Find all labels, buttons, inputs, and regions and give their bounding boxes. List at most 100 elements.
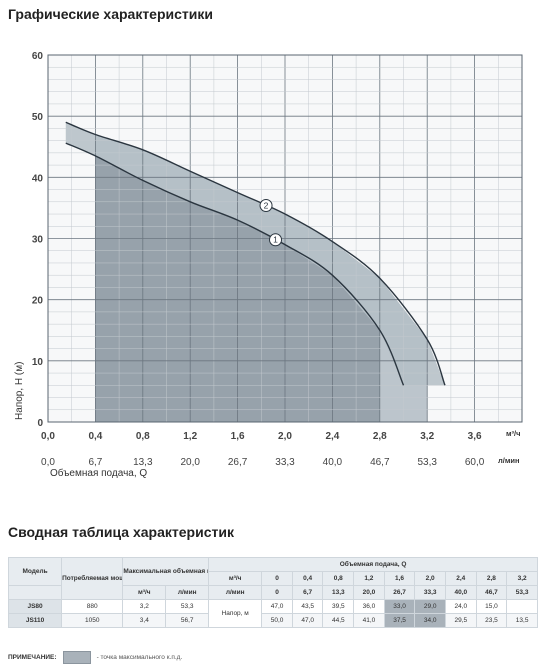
series-line-1 [65, 142, 405, 386]
flow-lmin-header: 53,3 [506, 585, 538, 600]
y-tick-label: 20 [32, 296, 44, 307]
flow-lmin-header: 13,3 [322, 585, 355, 600]
unit-lmin-label: л/мин [208, 585, 263, 600]
flow-lmin-header: 40,0 [444, 585, 477, 600]
flow-m3h-header: 0 [261, 571, 293, 586]
series-marker-label-1: 1 [273, 235, 278, 245]
y-tick-label: 40 [32, 173, 44, 184]
head-cell: 13,5 [506, 613, 538, 628]
flow-m3h-header: 2,0 [414, 571, 446, 586]
series-marker-label-2: 2 [264, 200, 269, 210]
head-cell: 36,0 [353, 599, 385, 614]
x-tick-label: 0,4 [88, 431, 102, 442]
flow-lmin-header: 0 [261, 585, 293, 600]
flow-lmin-header: 46,7 [475, 585, 508, 600]
col-qmax: Максимальная объемная подача, Qmax [122, 557, 210, 586]
col-flow: Объемная подача, Q [208, 557, 538, 572]
x-tick-label: 3,6 [468, 431, 482, 442]
flow-lmin-header: 26,7 [383, 585, 416, 600]
model-spacer [7, 585, 63, 600]
y-tick-labels: 0 10 20 30 40 50 60 [32, 51, 44, 429]
flow-m3h-header: 1,2 [353, 571, 385, 586]
series-marker-2 [259, 198, 273, 212]
x-secondary-tick-label: 33,3 [275, 457, 295, 468]
head-cell: 44,5 [322, 613, 355, 628]
y-tick-label: 0 [37, 418, 43, 429]
flow-m3h-header: 0,4 [291, 571, 324, 586]
x-secondary-tick-label: 0,0 [41, 457, 55, 468]
head-cell: 50,0 [261, 613, 293, 628]
x-secondary-tick-label: 6,7 [88, 457, 102, 468]
x-secondary-tick-label: 26,7 [228, 457, 248, 468]
head-cell: 41,0 [353, 613, 385, 628]
x-axis-label: Объемная подача, Q [50, 467, 147, 479]
model-cell: JS110 [7, 613, 63, 628]
qmax-m3h-cell: 3,4 [122, 613, 167, 628]
curves: 12 [65, 121, 446, 386]
flow-m3h-header: 1,6 [383, 571, 416, 586]
y-tick-label: 50 [32, 112, 44, 123]
x-secondary-tick-label: 13,3 [133, 457, 153, 468]
x-unit-secondary: л/мин [498, 456, 520, 465]
flow-lmin-header: 6,7 [291, 585, 324, 600]
head-label-cell: Напор, м [208, 599, 263, 628]
x-secondary-tick-label: 40,0 [323, 457, 343, 468]
power-cell: 880 [61, 599, 124, 614]
y-tick-label: 10 [32, 357, 44, 368]
x-secondary-tick-labels: 0,0 6,7 13,3 20,0 26,7 33,3 40,0 46,7 53,3 60,0 [41, 457, 485, 468]
x-unit-primary: м³/ч [506, 429, 520, 438]
flow-m3h-header: 0,8 [322, 571, 355, 586]
flow-lmin-header: 20,0 [353, 585, 385, 600]
qmax-lmin-cell: 56,7 [165, 613, 210, 628]
x-tick-label: 2,0 [278, 431, 292, 442]
y-tick-label: 30 [32, 235, 44, 246]
y-axis-label: Напор, H (м) [14, 362, 25, 420]
head-cell: 34,0 [414, 613, 446, 628]
x-secondary-tick-label: 53,3 [417, 457, 437, 468]
y-tick-label: 60 [32, 51, 44, 62]
note: ПРИМЕЧАНИЕ: - точка максимального к.п.д. [8, 651, 182, 664]
series-marker-1 [269, 233, 283, 247]
x-tick-label: 1,2 [183, 431, 197, 442]
x-tick-label: 3,2 [420, 431, 434, 442]
efficiency-swatch [62, 651, 91, 664]
head-cell: 29,5 [444, 613, 477, 628]
x-tick-labels: 0,0 0,4 0,8 1,2 1,6 2,0 2,4 2,8 3,2 3,6 [41, 431, 482, 442]
x-tick-label: 0,0 [41, 431, 55, 442]
note-text: - точка максимального к.п.д. [96, 654, 183, 661]
table-section-title: Сводная таблица характеристик [8, 524, 234, 540]
head-cell: 33,0 [383, 599, 416, 614]
qmax-lmin-cell: 53,3 [165, 599, 210, 614]
qmax-unit-lmin: л/мин [165, 585, 210, 600]
flow-m3h-header: 2,8 [475, 571, 508, 586]
unit-m3h-label: м³/ч [208, 571, 263, 586]
flow-lmin-header: 33,3 [414, 585, 446, 600]
head-cell: 37,5 [383, 613, 416, 628]
qmax-m3h-cell: 3,2 [122, 599, 167, 614]
table-row: JS80 880 3,2 53,3 Напор, м 47,0 43,5 39,5 36,0 33… [7, 599, 538, 628]
chart-section-title: Графические характеристики [8, 6, 213, 22]
head-cell: 47,0 [291, 613, 324, 628]
x-tick-label: 0,8 [136, 431, 150, 442]
summary-table: Модель Потребляемая мощность (P1) Вт Мак… [7, 557, 538, 628]
table-row: JS110 1050 3,4 56,7 50,0 47,0 44,5 41,0 37,5 34,0… [7, 613, 538, 628]
head-cell: 29,0 [414, 599, 446, 614]
head-cell: 24,0 [444, 599, 477, 614]
x-tick-label: 2,8 [373, 431, 387, 442]
head-cell: 47,0 [261, 599, 293, 614]
x-secondary-tick-label: 20,0 [180, 457, 200, 468]
head-cell: 39,5 [322, 599, 355, 614]
flow-m3h-header: 2,4 [444, 571, 477, 586]
qmax-unit-m3h: м³/ч [122, 585, 167, 600]
x-tick-label: 2,4 [325, 431, 339, 442]
head-cell: 23,5 [475, 613, 508, 628]
flow-m3h-header: 3,2 [506, 571, 538, 586]
model-cell: JS80 [7, 599, 63, 614]
x-secondary-tick-label: 60,0 [465, 457, 485, 468]
x-secondary-tick-label: 46,7 [370, 457, 390, 468]
col-model: Модель [7, 557, 63, 586]
col-power: Потребляемая мощность (P1) Вт [61, 557, 124, 600]
power-cell: 1050 [61, 613, 124, 628]
grid-lines [47, 54, 523, 423]
